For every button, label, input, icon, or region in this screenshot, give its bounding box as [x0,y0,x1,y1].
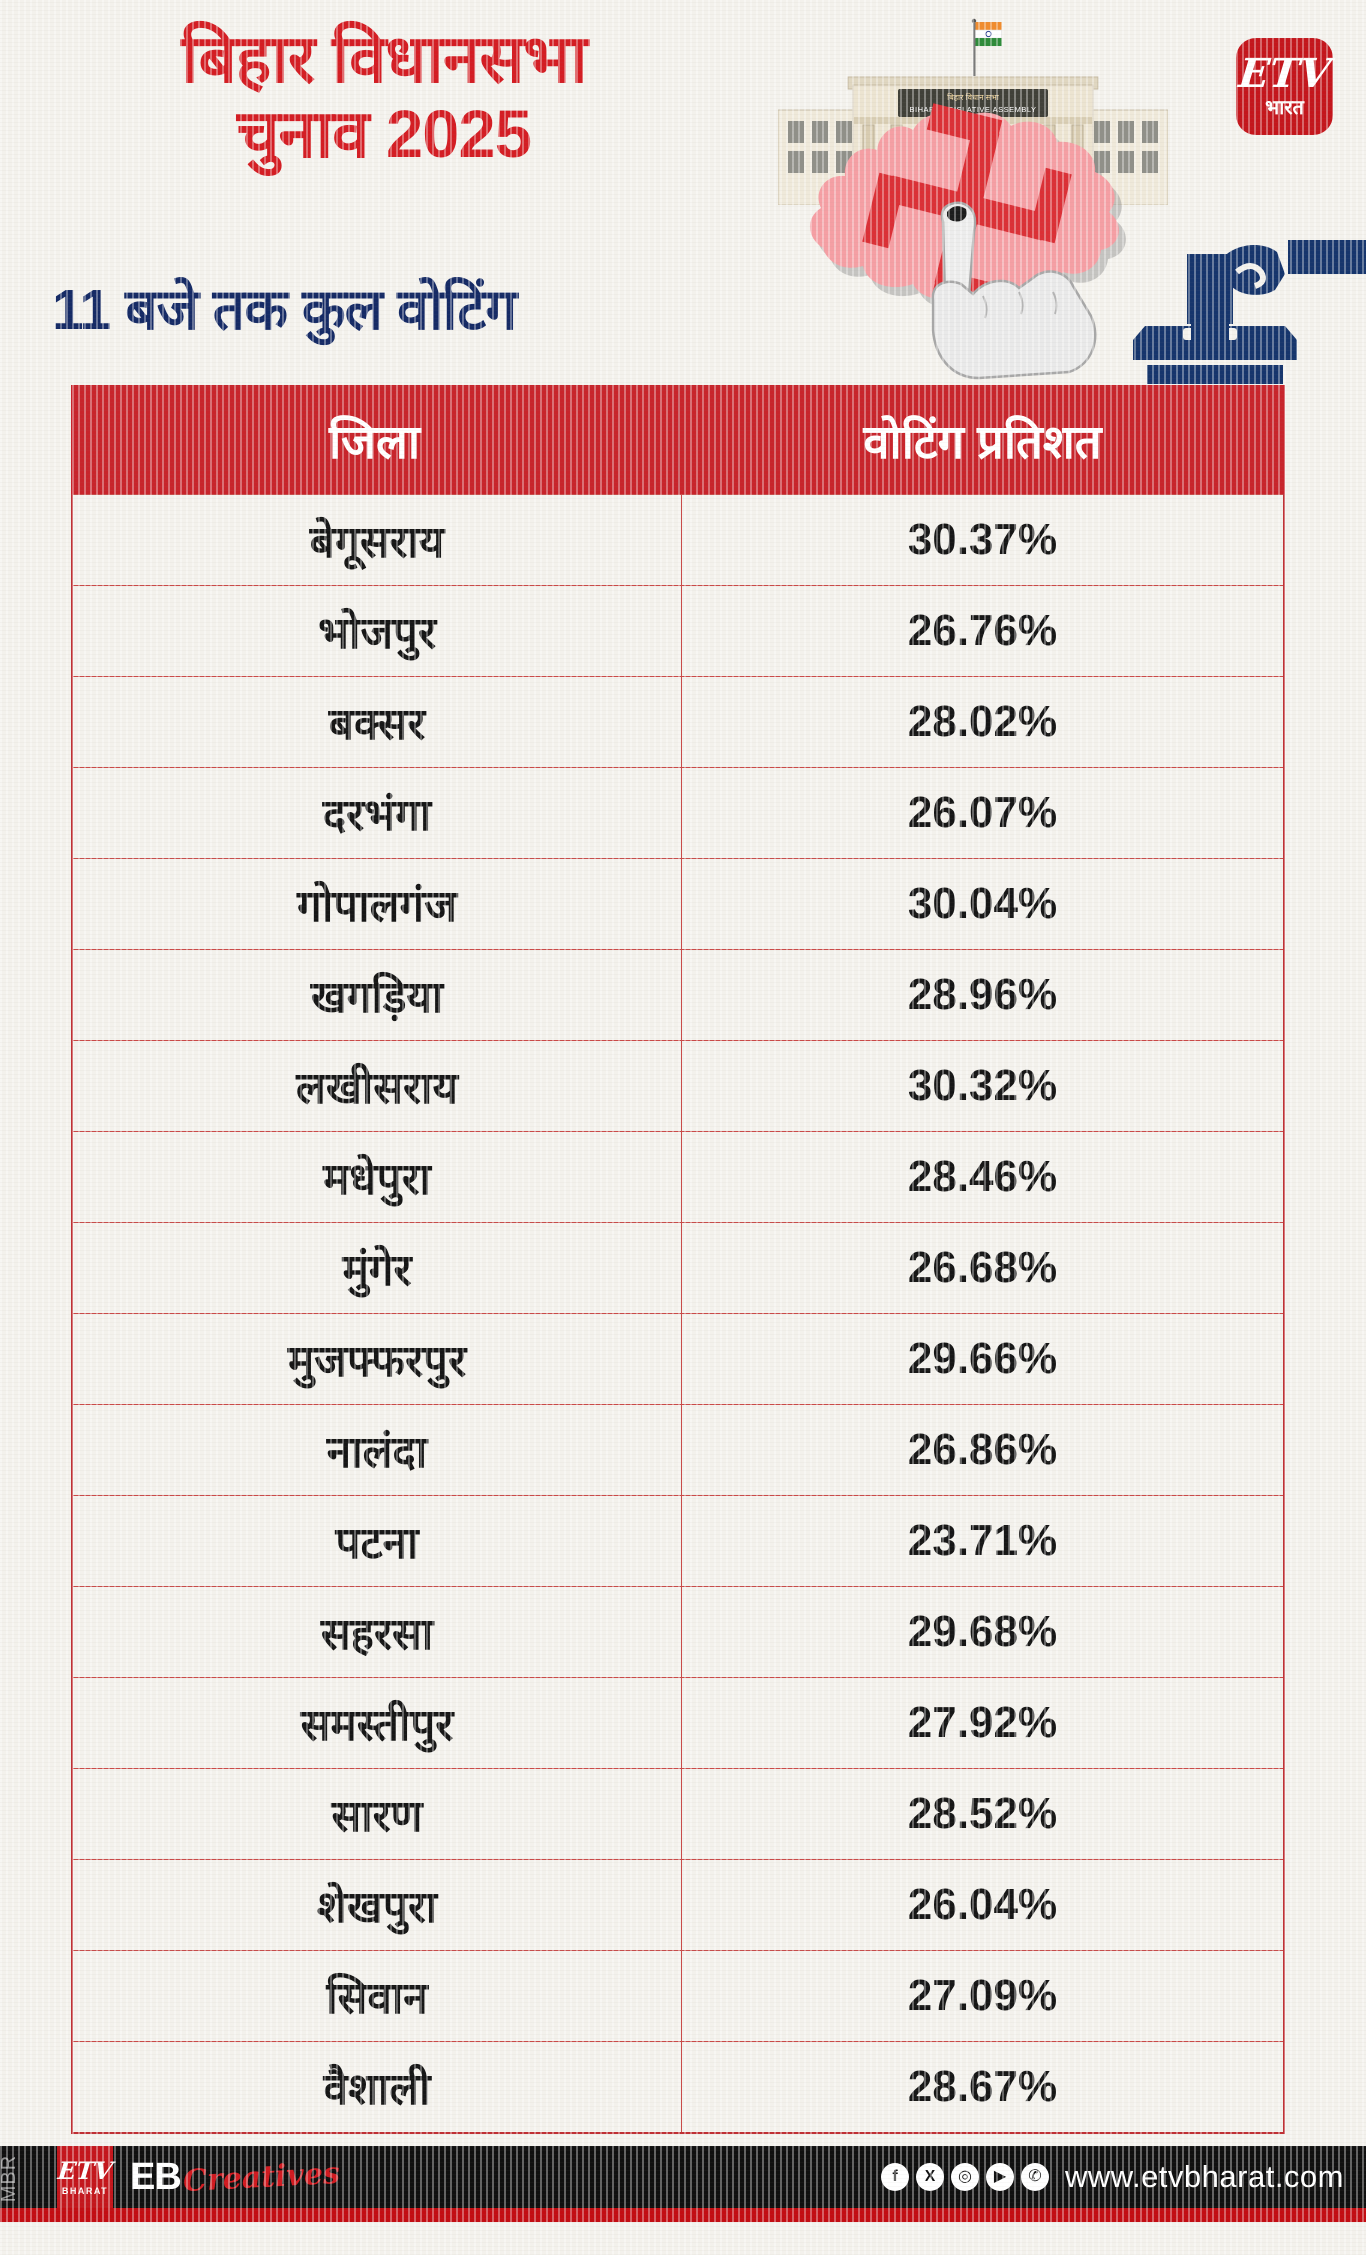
district-cell: मुजफ्फरपुर [73,1314,682,1404]
district-cell: बेगूसराय [73,495,682,585]
table-header-row: जिला वोटिंग प्रतिशत [71,385,1285,494]
table-row: शेखपुरा 26.04% [73,1859,1283,1950]
percent-cell: 28.67% [907,2062,1058,2111]
percent-cell: 26.86% [907,1425,1058,1474]
eb-label: EB [130,2155,182,2198]
percent-cell: 28.02% [907,697,1058,746]
table-row: सारण 28.52% [73,1768,1283,1859]
social-icons: f X ◎ ▶ ✆ [881,2163,1049,2191]
etv-bharat-footer-logo: ETV BHARAT [56,2146,114,2208]
page-subtitle: 11 बजे तक कुल वोटिंग [52,278,517,342]
india-flag-icon [971,18,1002,76]
district-cell: सिवान [73,1951,682,2041]
table-row: सहरसा 29.68% [73,1586,1283,1677]
table-row: बक्सर 28.02% [73,676,1283,767]
table-row: मुजफ्फरपुर 29.66% [73,1313,1283,1404]
footer-logo-script: ETV [56,2155,114,2185]
percent-cell: 26.07% [907,788,1058,837]
footer-red-strip [0,2208,1366,2222]
assembly-sign-english: BIHAR LEGISLATIVE ASSEMBLY [910,105,1037,114]
column-header-percent: वोटिंग प्रतिशत [863,414,1102,468]
district-cell: बक्सर [73,677,682,767]
eb-creatives-credit: EB Creatives [130,2146,340,2208]
voter-hand-inked-finger [931,201,1097,380]
table-row: वैशाली 28.67% [73,2041,1283,2132]
percent-cell: 26.04% [907,1880,1058,1929]
footer-bar: MBR ETV BHARAT EB Creatives f X ◎ ▶ ✆ ww… [0,2146,1366,2208]
table-row: मुंगेर 26.68% [73,1222,1283,1313]
district-cell: नालंदा [73,1405,682,1495]
creatives-label: Creatives [181,2155,341,2199]
table-row: मधेपुरा 28.46% [73,1131,1283,1222]
table-row: समस्तीपुर 27.92% [73,1677,1283,1768]
facebook-icon: f [881,2163,909,2191]
percent-cell: 29.66% [907,1334,1058,1383]
percent-cell: 27.92% [907,1698,1058,1747]
etv-logo-bharat-label: भारत [1265,96,1304,119]
voting-table: जिला वोटिंग प्रतिशत बेगूसराय 30.37% भोजप… [71,385,1285,2134]
percent-cell: 27.09% [907,1971,1058,2020]
district-cell: सारण [73,1769,682,1859]
district-cell: गोपालगंज [73,859,682,949]
ballot-box-icon [1133,238,1366,384]
title-line-1: बिहार विधानसभा [181,22,588,97]
website-url: www.etvbharat.com [1065,2159,1344,2194]
district-cell: समस्तीपुर [73,1678,682,1768]
percent-cell: 28.96% [907,970,1058,1019]
percent-cell: 26.68% [907,1243,1058,1292]
district-cell: मधेपुरा [73,1132,682,1222]
percent-cell: 30.37% [907,515,1058,564]
assembly-sign-hindi: बिहार विधान सभा [947,92,1000,102]
district-cell: पटना [73,1496,682,1586]
percent-cell: 28.46% [907,1152,1058,1201]
table-row: बेगूसराय 30.37% [73,494,1283,585]
etv-logo-script: ETV [1236,49,1333,97]
x-twitter-icon: X [916,2163,944,2191]
instagram-icon: ◎ [951,2163,979,2191]
percent-cell: 29.68% [907,1607,1058,1656]
district-cell: भोजपुर [73,586,682,676]
table-row: नालंदा 26.86% [73,1404,1283,1495]
district-cell: वैशाली [73,2042,682,2132]
page-title: बिहार विधानसभा चुनाव 2025 [48,22,720,172]
percent-cell: 30.32% [907,1061,1058,1110]
youtube-icon: ▶ [986,2163,1014,2191]
percent-cell: 30.04% [907,879,1058,928]
district-cell: दरभंगा [73,768,682,858]
table-row: पटना 23.71% [73,1495,1283,1586]
etv-bharat-logo: ETV भारत [1236,38,1333,135]
whatsapp-icon: ✆ [1021,2163,1049,2191]
title-line-2: चुनाव 2025 [237,97,532,173]
mbr-credit: MBR [0,2154,21,2203]
table-row: भोजपुर 26.76% [73,585,1283,676]
column-header-district: जिला [71,385,680,494]
percent-cell: 26.76% [907,606,1058,655]
percent-cell: 28.52% [907,1789,1058,1838]
table-row: गोपालगंज 30.04% [73,858,1283,949]
table-row: सिवान 27.09% [73,1950,1283,2041]
ink-mark [947,206,967,222]
district-cell: मुंगेर [73,1223,682,1313]
table-row: खगड़िया 28.96% [73,949,1283,1040]
district-cell: सहरसा [73,1587,682,1677]
district-cell: खगड़िया [73,950,682,1040]
district-cell: लखीसराय [73,1041,682,1131]
footer-right-group: f X ◎ ▶ ✆ www.etvbharat.com [881,2146,1344,2208]
district-cell: शेखपुरा [73,1860,682,1950]
percent-cell: 23.71% [907,1516,1058,1565]
footer-logo-bharat-label: BHARAT [61,2185,109,2196]
table-row: लखीसराय 30.32% [73,1040,1283,1131]
bihar-map-with-swastika [809,103,1126,313]
table-row: दरभंगा 26.07% [73,767,1283,858]
